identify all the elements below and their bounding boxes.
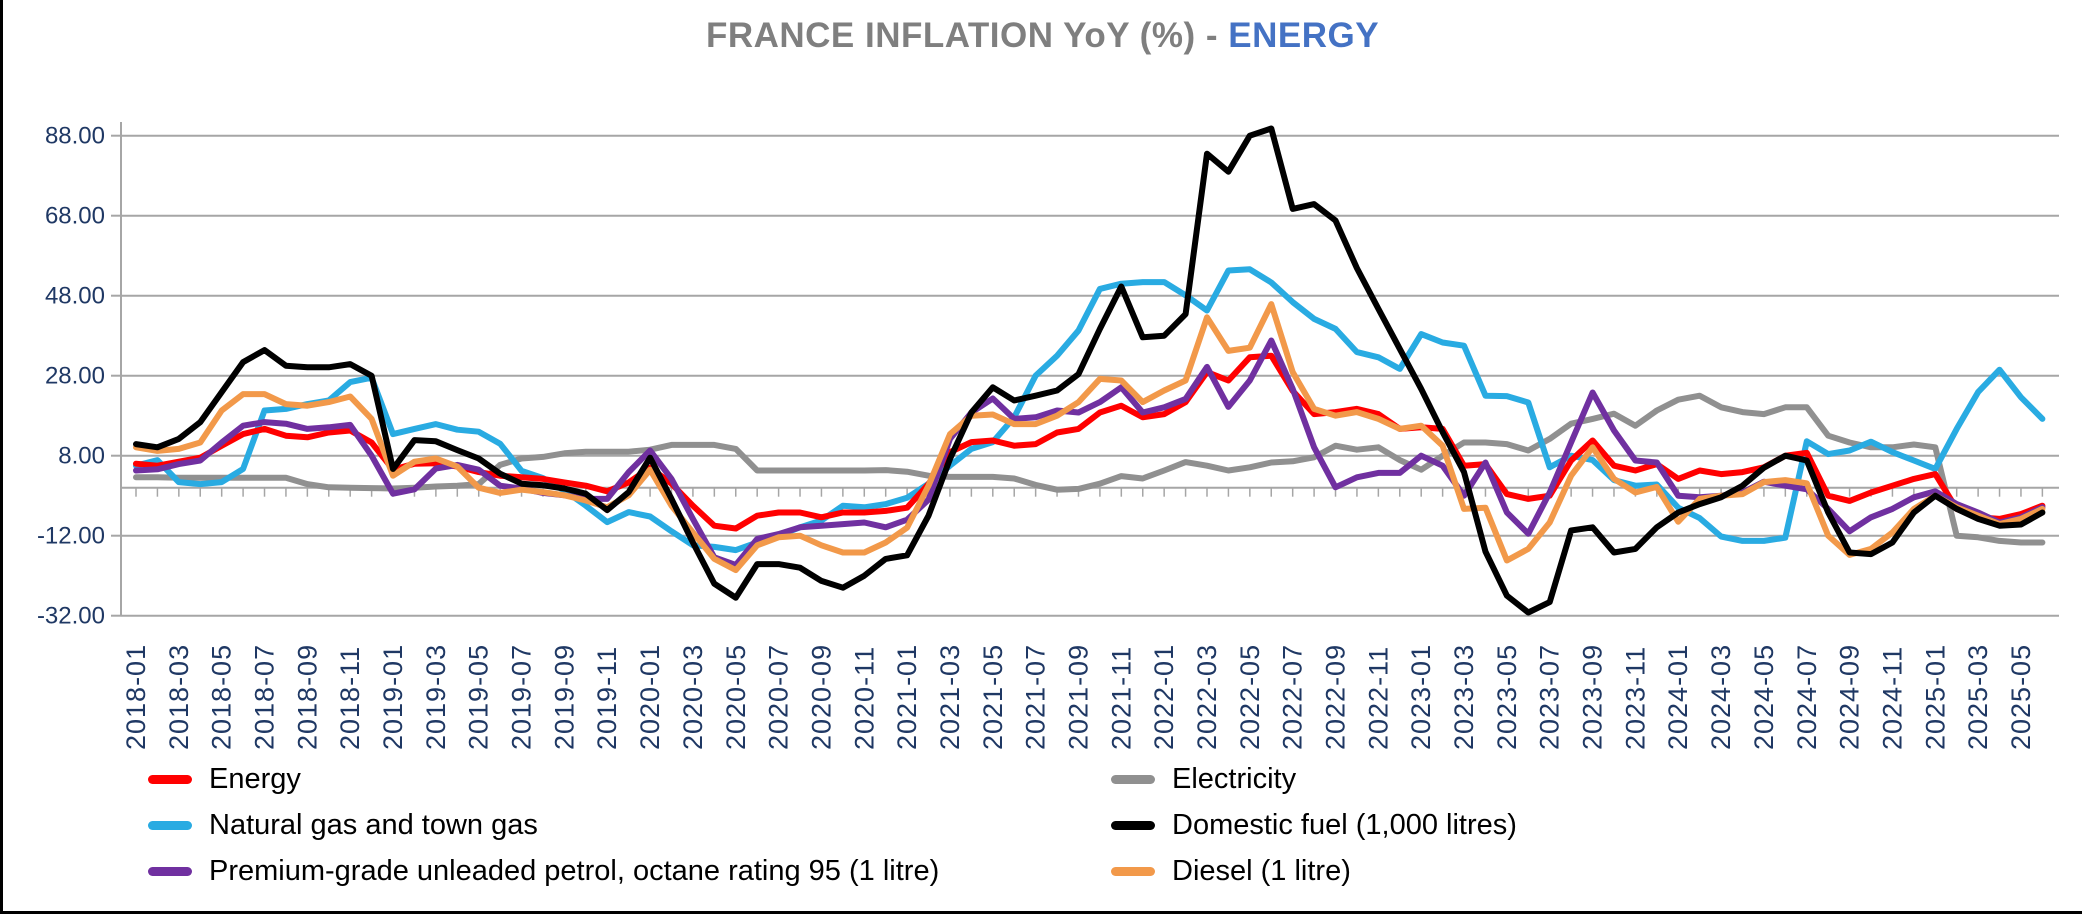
x-axis-label: 2025-03 xyxy=(1963,644,1993,750)
x-axis-label: 2018-07 xyxy=(250,644,280,750)
x-axis-label: 2025-01 xyxy=(1920,644,1950,750)
chart-title-highlight: ENERGY xyxy=(1228,16,1380,55)
plot-area: 88.00 68.00 48.00 28.00 8.00 -12.00 -32.00 2018… xyxy=(37,122,2059,750)
y-axis-label: 68.00 xyxy=(45,203,105,230)
x-axis-label: 2023-09 xyxy=(1578,644,1608,750)
legend-swatch-natural-gas xyxy=(148,820,192,830)
x-axis-label: 2022-03 xyxy=(1192,644,1222,750)
y-axis-label: 8.00 xyxy=(58,443,105,470)
x-axis-label: 2024-07 xyxy=(1792,644,1822,750)
x-axis-label: 2020-11 xyxy=(849,646,879,750)
chart-title-main: FRANCE INFLATION YoY (%) - xyxy=(705,16,1218,55)
x-axis-label: 2023-03 xyxy=(1449,644,1479,750)
legend-label-petrol: Premium-grade unleaded petrol, octane ra… xyxy=(209,854,940,887)
x-axis-label: 2019-07 xyxy=(507,644,537,750)
x-axis-label: 2024-05 xyxy=(1749,644,1779,750)
x-axis-label: 2020-09 xyxy=(806,644,836,750)
x-axis-label: 2022-05 xyxy=(1235,644,1265,750)
x-axis-label: 2019-09 xyxy=(549,644,579,750)
series-line-electricity xyxy=(133,392,2046,546)
legend-swatch-diesel xyxy=(1111,866,1155,876)
x-axis-label: 2022-07 xyxy=(1278,644,1308,750)
x-axis-label: 2019-03 xyxy=(421,644,451,750)
x-axis-label: 2021-09 xyxy=(1063,644,1093,750)
x-axis-label: 2018-09 xyxy=(292,644,322,750)
x-axis-label: 2021-11 xyxy=(1106,646,1136,750)
legend-swatch-energy xyxy=(148,774,192,784)
legend-label-diesel: Diesel (1 litre) xyxy=(1172,854,1351,887)
x-axis-label: 2024-11 xyxy=(1877,646,1907,750)
legend-swatch-domestic-fuel xyxy=(1111,820,1155,830)
y-axis-label: 28.00 xyxy=(45,363,105,390)
legend-label-electricity: Electricity xyxy=(1172,762,1297,795)
series-line-petrol xyxy=(133,337,2046,568)
legend-item-energy: Energy xyxy=(148,762,301,796)
series-line-diesel xyxy=(133,301,2046,574)
x-axis-label: 2018-03 xyxy=(164,644,194,750)
x-axis-label: 2022-09 xyxy=(1321,644,1351,750)
x-axis-label: 2021-01 xyxy=(892,644,922,750)
x-axis-label: 2024-01 xyxy=(1663,644,1693,750)
legend-item-diesel: Diesel (1 litre) xyxy=(1111,854,1351,888)
x-axis-label: 2023-01 xyxy=(1406,644,1436,750)
legend-item-electricity: Electricity xyxy=(1111,762,1296,796)
y-axis-label: 48.00 xyxy=(45,283,105,310)
legend-item-domestic-fuel: Domestic fuel (1,000 litres) xyxy=(1111,808,1517,842)
legend-swatch-petrol xyxy=(148,866,192,876)
x-axis-label: 2021-03 xyxy=(935,644,965,750)
x-axis-label: 2019-05 xyxy=(464,644,494,750)
x-axis-label: 2023-11 xyxy=(1620,646,1650,750)
x-axis-label: 2022-11 xyxy=(1363,646,1393,750)
series-line-domestic_fuel xyxy=(133,125,2046,616)
x-axis-label: 2020-05 xyxy=(721,644,751,750)
chart-title: FRANCE INFLATION YoY (%) - ENERGY xyxy=(3,16,2082,56)
x-axis-label: 2018-05 xyxy=(207,644,237,750)
x-axis-label: 2025-05 xyxy=(2006,644,2036,750)
x-axis-label: 2020-01 xyxy=(635,644,665,750)
x-axis-label: 2018-01 xyxy=(121,644,151,750)
legend-label-domestic-fuel: Domestic fuel (1,000 litres) xyxy=(1172,808,1517,841)
legend-label-energy: Energy xyxy=(209,762,301,795)
legend-item-natural-gas: Natural gas and town gas xyxy=(148,808,538,842)
y-axis-label: 88.00 xyxy=(45,123,105,150)
x-axis-label: 2023-05 xyxy=(1492,644,1522,750)
x-axis-label: 2020-03 xyxy=(678,644,708,750)
x-axis-label: 2019-01 xyxy=(378,644,408,750)
legend-label-natural-gas: Natural gas and town gas xyxy=(209,808,538,841)
y-axis-label: -12.00 xyxy=(37,523,105,550)
x-axis-label: 2018-11 xyxy=(335,646,365,750)
y-axis-label: -32.00 xyxy=(37,603,105,630)
x-axis-label: 2021-05 xyxy=(978,644,1008,750)
x-axis-label: 2024-03 xyxy=(1706,644,1736,750)
x-axis-label: 2020-07 xyxy=(764,644,794,750)
legend-swatch-electricity xyxy=(1111,774,1155,784)
legend-item-petrol: Premium-grade unleaded petrol, octane ra… xyxy=(148,854,939,888)
x-axis-label: 2024-09 xyxy=(1835,644,1865,750)
x-axis-label: 2019-11 xyxy=(592,646,622,750)
x-axis-label: 2023-07 xyxy=(1535,644,1565,750)
x-axis-label: 2021-07 xyxy=(1021,644,1051,750)
series-line-natural_gas xyxy=(133,266,2046,554)
x-axis-label: 2022-01 xyxy=(1149,644,1179,750)
